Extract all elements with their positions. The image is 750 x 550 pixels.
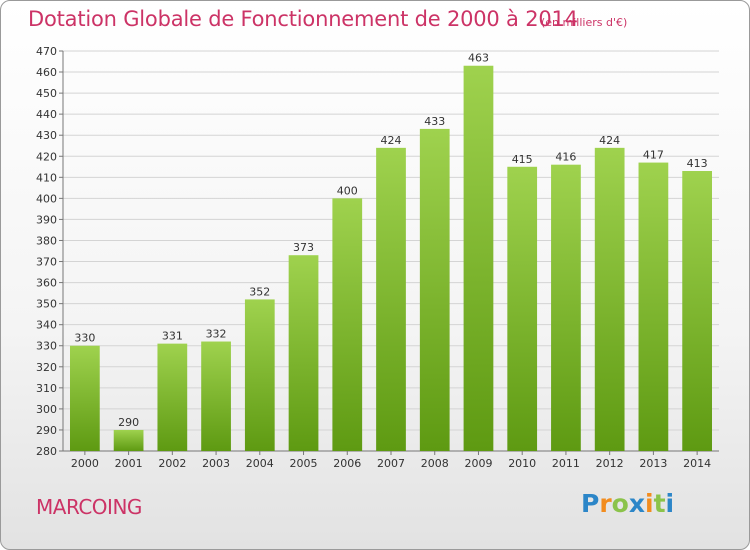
bar <box>332 198 363 451</box>
logo-letter: o <box>611 489 629 518</box>
bar <box>594 147 625 451</box>
x-tick-label: 2003 <box>202 457 230 470</box>
commune-name: MARCOING <box>36 495 142 519</box>
bar-value-label: 424 <box>599 134 620 147</box>
bar <box>376 147 406 451</box>
bar-value-label: 352 <box>249 285 270 298</box>
bars <box>69 65 713 451</box>
logo-letter: P <box>581 489 600 518</box>
chart-title: Dotation Globale de Fonctionnement de 20… <box>28 7 578 31</box>
y-tick-label: 320 <box>36 361 57 374</box>
y-tick-label: 450 <box>36 87 57 100</box>
bar <box>288 255 319 451</box>
y-tick-label: 410 <box>36 171 57 184</box>
bar-value-label: 332 <box>206 328 227 341</box>
bar <box>113 429 144 451</box>
y-tick-label: 300 <box>36 403 57 416</box>
x-tick-label: 2013 <box>639 457 667 470</box>
bar-value-label: 290 <box>118 416 139 429</box>
bar-value-label: 417 <box>643 149 664 162</box>
proxiti-logo: Proxiti <box>581 489 674 518</box>
y-tick-label: 390 <box>36 213 57 226</box>
bar <box>157 343 188 451</box>
logo-letter: t <box>653 489 666 518</box>
y-tick-label: 420 <box>36 150 57 163</box>
y-tick-label: 400 <box>36 192 57 205</box>
y-tick-label: 430 <box>36 129 57 142</box>
bar-value-label: 415 <box>512 153 533 166</box>
logo-letter: r <box>599 489 612 518</box>
bar <box>507 166 538 451</box>
bar-value-label: 373 <box>293 241 314 254</box>
x-tick-label: 2014 <box>683 457 711 470</box>
logo-letter: i <box>665 489 675 518</box>
x-tick-label: 2002 <box>158 457 186 470</box>
chart-unit: (en milliers d'€) <box>541 16 628 29</box>
bar <box>69 345 100 451</box>
y-tick-label: 380 <box>36 234 57 247</box>
x-tick-label: 2006 <box>333 457 361 470</box>
logo-letter: x <box>628 489 645 518</box>
bar-value-label: 331 <box>162 330 183 343</box>
x-tick-label: 2008 <box>421 457 449 470</box>
bar <box>201 341 231 451</box>
y-tick-label: 330 <box>36 340 57 353</box>
bar-value-label: 424 <box>381 134 402 147</box>
y-tick-label: 290 <box>36 424 57 437</box>
y-tick-label: 370 <box>36 256 57 269</box>
bar <box>551 164 581 451</box>
bar-value-label: 400 <box>337 184 358 197</box>
logo-letter: i <box>645 489 654 518</box>
bar <box>463 65 494 451</box>
y-tick-label: 350 <box>36 298 57 311</box>
y-tick-label: 310 <box>36 382 57 395</box>
x-tick-label: 2005 <box>290 457 318 470</box>
x-tick-label: 2009 <box>464 457 492 470</box>
x-tick-label: 2011 <box>552 457 580 470</box>
x-tick-label: 2000 <box>71 457 99 470</box>
y-tick-label: 460 <box>36 66 57 79</box>
bar-value-label: 463 <box>468 52 489 65</box>
bar-value-label: 416 <box>555 151 576 164</box>
x-tick-label: 2004 <box>246 457 274 470</box>
axes: 280 290 300 310 320 330 340 350 360 370 380 390 400 4… <box>36 45 719 470</box>
bar <box>244 299 275 451</box>
bar <box>638 162 669 451</box>
bar <box>682 171 713 451</box>
bar-value-label: 433 <box>424 115 445 128</box>
bar-value-label: 330 <box>74 332 95 345</box>
value-labels: 330 290 331 332 352 373 400 424 433 463 415 416 424 4… <box>74 52 707 429</box>
x-tick-label: 2010 <box>508 457 536 470</box>
y-tick-label: 360 <box>36 277 57 290</box>
y-tick-label: 440 <box>36 108 57 121</box>
x-tick-label: 2012 <box>596 457 624 470</box>
y-tick-label: 470 <box>36 45 57 58</box>
bar-value-label: 413 <box>687 157 708 170</box>
x-tick-label: 2001 <box>115 457 143 470</box>
x-tick-label: 2007 <box>377 457 405 470</box>
bar <box>419 128 450 451</box>
y-tick-label: 280 <box>36 445 57 458</box>
y-tick-label: 340 <box>36 319 57 332</box>
